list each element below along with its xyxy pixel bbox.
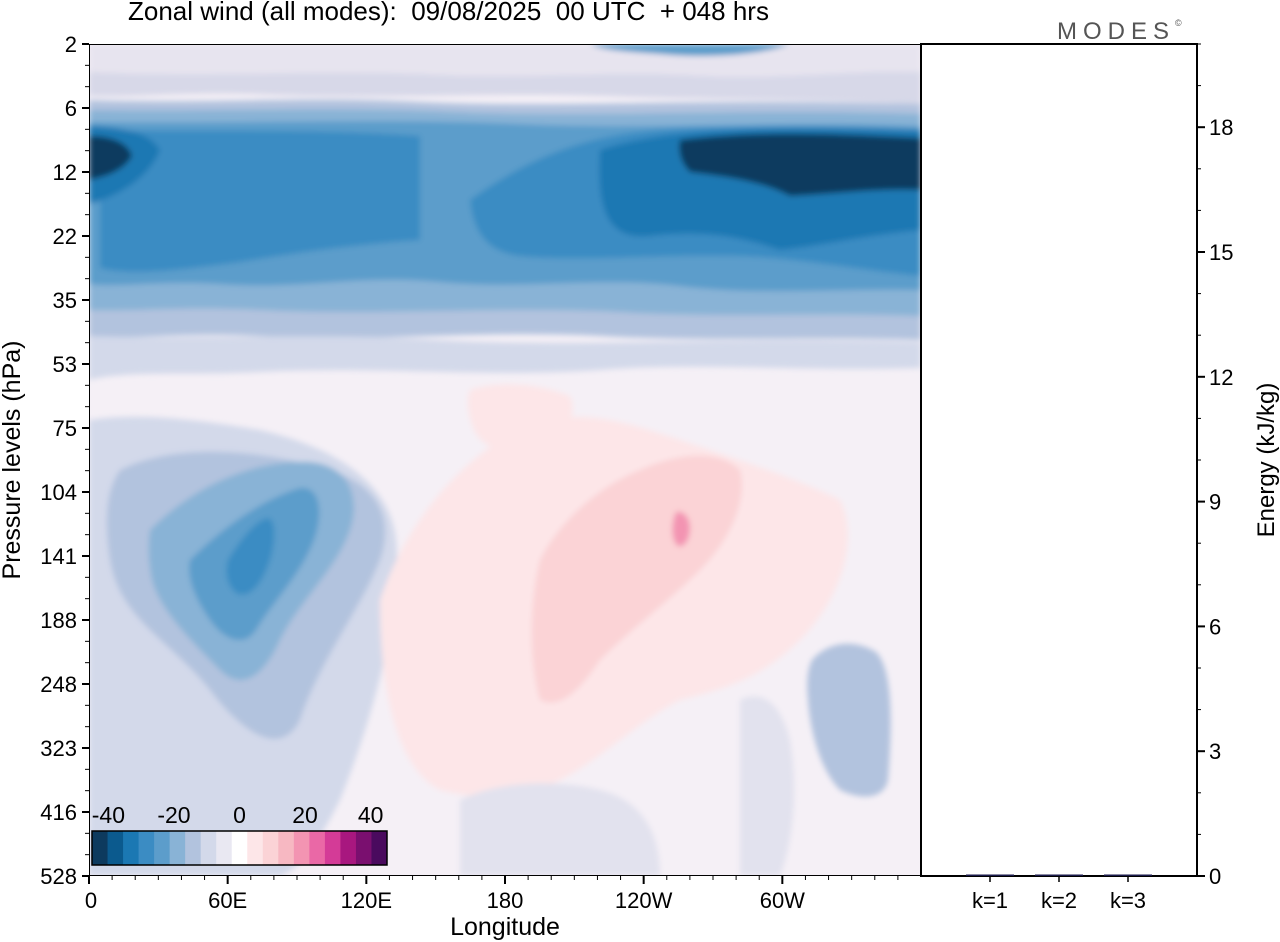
colorbar-label: -40 <box>92 802 125 828</box>
colorbar: -40 -20 0 20 40 <box>91 802 388 866</box>
colorbar-swatch <box>231 831 248 865</box>
colorbar-swatch <box>185 831 202 865</box>
brand-text: MODES <box>1057 18 1176 45</box>
colorbar-swatch <box>123 831 140 865</box>
x-axis-label: Longitude <box>450 913 560 941</box>
colorbar-swatch <box>371 831 388 865</box>
y-tick-label: 75 <box>53 416 77 441</box>
energy-y-axis: 0 3 6 9 12 15 18 <box>1197 43 1233 889</box>
y-tick-label: 141 <box>40 544 77 569</box>
y-axis-label: Pressure levels (hPa) <box>0 341 26 580</box>
y-tick-label: 53 <box>53 352 77 377</box>
field-layers <box>89 44 921 876</box>
region-westerly-core <box>672 511 690 547</box>
y-tick-label: 416 <box>40 800 77 825</box>
x-tick-label: 60W <box>760 888 805 913</box>
x-tick-label: 120E <box>341 888 392 913</box>
colorbar-label: -20 <box>157 802 190 828</box>
energy-panel-frame <box>920 43 1198 877</box>
colorbar-swatch <box>154 831 171 865</box>
energy-bar <box>1104 874 1152 876</box>
colorbar-swatch <box>107 831 124 865</box>
y-tick-label: 188 <box>40 608 77 633</box>
x-tick-label: 120W <box>615 888 673 913</box>
y-tick-label: 104 <box>40 480 77 505</box>
energy-bar <box>1035 874 1083 876</box>
y-tick-label: 35 <box>53 288 77 313</box>
y-tick-label: 248 <box>40 672 77 697</box>
region-lower-band <box>460 783 660 876</box>
region-tropical-core <box>226 518 275 595</box>
region-lower-easterly <box>807 643 891 797</box>
colorbar-swatch <box>340 831 357 865</box>
colorbar-swatch <box>138 831 155 865</box>
region-westerly-top <box>467 384 573 452</box>
brand-mark: © <box>1175 18 1182 28</box>
energy-cat-label: k=3 <box>1110 888 1146 913</box>
chart-title: Zonal wind (all modes): 09/08/2025 00 UT… <box>128 0 769 26</box>
brand-logo: MODES© <box>1057 18 1182 46</box>
colorbar-swatch <box>247 831 264 865</box>
energy-tick-label: 12 <box>1209 365 1233 390</box>
y-tick-label: 12 <box>53 160 77 185</box>
energy-cat-label: k=1 <box>972 888 1008 913</box>
y-tick-label: 22 <box>53 224 77 249</box>
colorbar-label: 20 <box>292 802 318 828</box>
y-tick-label: 528 <box>40 864 77 889</box>
region-upper-strat-light <box>89 44 921 77</box>
x-tick-label: 60E <box>208 888 247 913</box>
energy-tick-label: 15 <box>1209 240 1233 265</box>
energy-tick-label: 0 <box>1209 864 1221 889</box>
energy-axis-label: Energy (kJ/kg) <box>1253 383 1280 538</box>
colorbar-swatch <box>262 831 279 865</box>
colorbar-swatch <box>169 831 186 865</box>
heatmap-field <box>89 44 921 876</box>
energy-x-axis: k=1 k=2 k=3 <box>972 876 1146 913</box>
colorbar-frame <box>91 830 388 866</box>
colorbar-label: 0 <box>233 802 246 828</box>
colorbar-swatch <box>309 831 326 865</box>
region-jet-core-east <box>679 133 921 196</box>
x-axis-longitude: 0 60E 120E 180 120W 60W <box>85 876 899 913</box>
energy-tick-label: 18 <box>1209 115 1233 140</box>
energy-tick-label: 6 <box>1209 614 1221 639</box>
energy-tick-label: 9 <box>1209 490 1221 515</box>
y-axis-pressure: 2 6 12 22 35 53 75 104 141 188 248 323 416 528 <box>40 32 89 889</box>
energy-bars <box>966 874 1152 876</box>
colorbar-label: 40 <box>358 802 384 828</box>
colorbar-swatch <box>278 831 295 865</box>
region-transition <box>89 336 921 380</box>
energy-tick-label: 3 <box>1209 739 1221 764</box>
colorbar-swatch <box>200 831 217 865</box>
energy-bar <box>966 874 1014 876</box>
colorbar-swatch <box>92 831 109 865</box>
y-tick-label: 2 <box>65 32 77 57</box>
colorbar-swatch <box>216 831 233 865</box>
region-top-jetlet <box>590 44 790 56</box>
region-lower-band-east <box>740 696 795 876</box>
x-tick-label: 180 <box>487 888 524 913</box>
y-tick-label: 6 <box>65 96 77 121</box>
x-tick-label: 0 <box>85 888 97 913</box>
colorbar-swatch <box>293 831 310 865</box>
energy-cat-label: k=2 <box>1041 888 1077 913</box>
y-tick-label: 323 <box>40 736 77 761</box>
colorbar-swatch <box>324 831 341 865</box>
region-jet-core-band <box>100 130 420 272</box>
region-westerly-mid <box>531 455 742 703</box>
colorbar-swatch <box>355 831 372 865</box>
region-jet-core-west <box>89 136 132 180</box>
